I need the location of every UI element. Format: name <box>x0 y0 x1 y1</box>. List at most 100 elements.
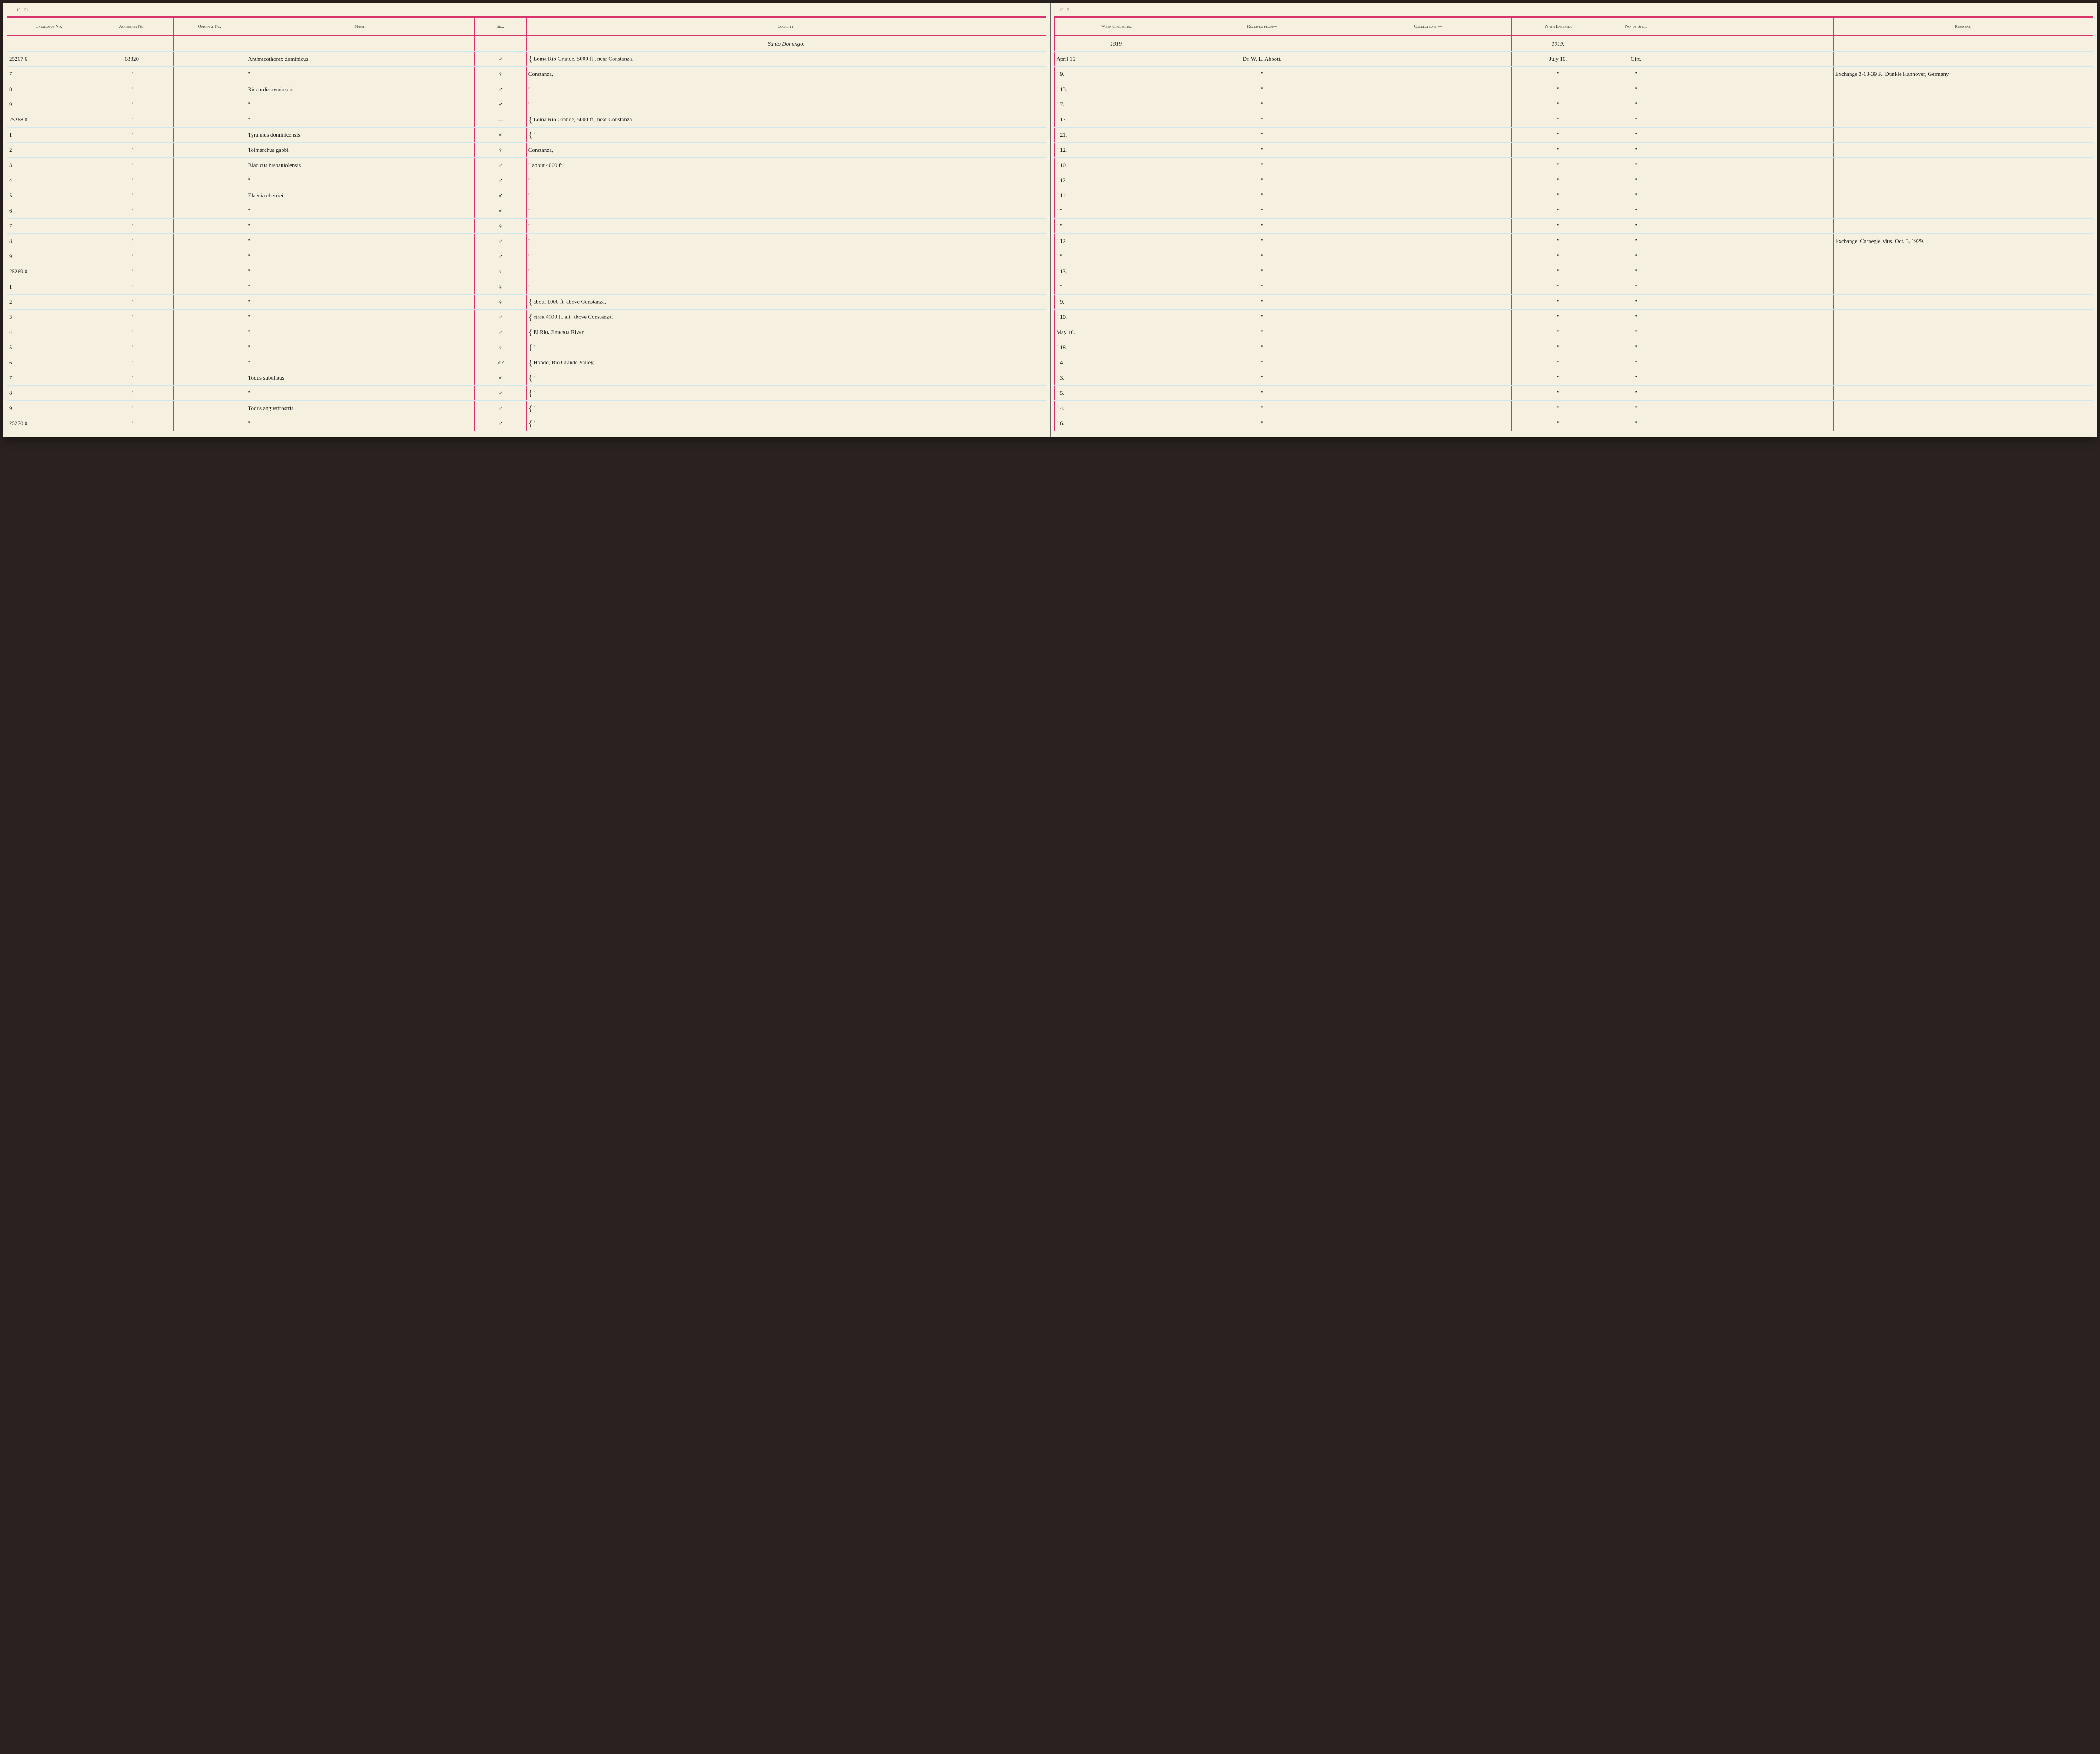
ledger-table-left: Catalogue No. Accession No. Original No.… <box>7 16 1046 431</box>
catalogue-no: 1 <box>7 279 90 295</box>
original-no <box>173 82 246 97</box>
page-right: 13—51 When Collected. Received from— Col… <box>1050 3 2097 437</box>
specimen-name: " <box>246 219 475 234</box>
sex: ♀ <box>475 279 527 295</box>
locality: " <box>526 340 1046 355</box>
locality: " <box>526 234 1046 249</box>
catalogue-no: 1 <box>7 128 90 143</box>
specimen-name: " <box>246 264 475 279</box>
remarks: Exchange 3-18-39 K. Dunkle Hannover, Ger… <box>1833 67 2093 82</box>
received-from: " <box>1179 340 1345 355</box>
collected-by <box>1345 188 1511 203</box>
catalogue-no: 25269 0 <box>7 264 90 279</box>
when-collected: " 11, <box>1054 188 1179 203</box>
table-row: 4""♂El Rio, Jimenoa River, <box>7 325 1046 340</box>
original-no <box>173 67 246 82</box>
specimen-name: " <box>246 249 475 264</box>
col-locality: Locality. <box>526 17 1046 36</box>
original-no <box>173 386 246 401</box>
when-collected: " " <box>1054 249 1179 264</box>
blank-a <box>1667 97 1750 112</box>
specimen-name: Tyrannus dominicensis <box>246 128 475 143</box>
table-row: " 13,""" <box>1054 264 2093 279</box>
table-row: " 12.""" <box>1054 173 2093 188</box>
sex: ♂? <box>475 355 527 370</box>
received-from: " <box>1179 112 1345 128</box>
no-of-spec: " <box>1605 67 1667 82</box>
blank-a <box>1667 340 1750 355</box>
table-row: " 18.""" <box>1054 340 2093 355</box>
blank-a <box>1667 173 1750 188</box>
when-collected: " 5. <box>1054 386 1179 401</box>
no-of-spec: " <box>1605 203 1667 219</box>
sex: ♂ <box>475 52 527 67</box>
remarks <box>1833 219 2093 234</box>
specimen-name: Anthracothorax dominicus <box>246 52 475 67</box>
received-from: " <box>1179 416 1345 431</box>
when-collected: " 12. <box>1054 143 1179 158</box>
sex: ♂ <box>475 97 527 112</box>
remarks <box>1833 249 2093 264</box>
locality: " <box>526 386 1046 401</box>
accession-no: " <box>90 97 173 112</box>
sex: ♂ <box>475 401 527 416</box>
collected-by <box>1345 234 1511 249</box>
blank-a <box>1667 416 1750 431</box>
table-row: " 3.""" <box>1054 370 2093 386</box>
specimen-name: Elaenia cherriei <box>246 188 475 203</box>
remarks <box>1833 143 2093 158</box>
collected-by <box>1345 97 1511 112</box>
received-from: " <box>1179 325 1345 340</box>
col-accession: Accession No. <box>90 17 173 36</box>
col-no-spec: No. of Spec. <box>1605 17 1667 36</box>
specimen-name: " <box>246 234 475 249</box>
accession-no: " <box>90 325 173 340</box>
when-collected: " 10. <box>1054 310 1179 325</box>
sex: ♂ <box>475 173 527 188</box>
table-row: " 10.""" <box>1054 310 2093 325</box>
col-sex: Sex. <box>475 17 527 36</box>
table-row: 9""♂" <box>7 249 1046 264</box>
when-entered: " <box>1511 67 1605 82</box>
sex: ♀ <box>475 143 527 158</box>
remarks <box>1833 386 2093 401</box>
table-row: 7""♀" <box>7 219 1046 234</box>
cell <box>1179 36 1345 52</box>
when-entered: " <box>1511 82 1605 97</box>
table-row: 9"Todus angustirostris♂" <box>7 401 1046 416</box>
remarks <box>1833 97 2093 112</box>
print-code-left: 13—51 <box>16 8 28 12</box>
table-row: " 11,""" <box>1054 188 2093 203</box>
blank-a <box>1667 355 1750 370</box>
no-of-spec: " <box>1605 97 1667 112</box>
specimen-name: " <box>246 67 475 82</box>
table-row: 25267 663820Anthracothorax dominicus♂Lom… <box>7 52 1046 67</box>
original-no <box>173 97 246 112</box>
blank-a <box>1667 386 1750 401</box>
original-no <box>173 203 246 219</box>
when-collected: " 3. <box>1054 370 1179 386</box>
original-no <box>173 128 246 143</box>
table-row: 7"Todus subulatus♂" <box>7 370 1046 386</box>
blank-a <box>1667 143 1750 158</box>
locality: " <box>526 370 1046 386</box>
when-entered: " <box>1511 340 1605 355</box>
accession-no: " <box>90 219 173 234</box>
when-collected: " 12. <box>1054 234 1179 249</box>
remarks <box>1833 355 2093 370</box>
received-from: " <box>1179 82 1345 97</box>
catalogue-no: 2 <box>7 143 90 158</box>
when-entered: " <box>1511 310 1605 325</box>
collected-by <box>1345 203 1511 219</box>
collected-by <box>1345 52 1511 67</box>
table-row: 4""♂" <box>7 173 1046 188</box>
cell <box>1667 36 1750 52</box>
blank-a <box>1667 295 1750 310</box>
specimen-name: " <box>246 295 475 310</box>
original-no <box>173 370 246 386</box>
original-no <box>173 112 246 128</box>
when-collected: " 18. <box>1054 340 1179 355</box>
blank-a <box>1667 310 1750 325</box>
collected-by <box>1345 143 1511 158</box>
accession-no: " <box>90 173 173 188</box>
